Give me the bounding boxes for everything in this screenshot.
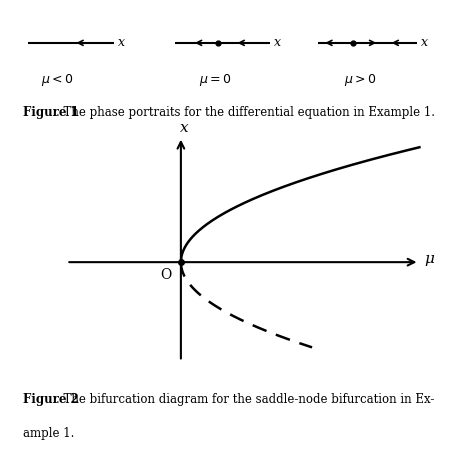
Text: . The bifurcation diagram for the saddle-node bifurcation in Ex-: . The bifurcation diagram for the saddle… [56,393,435,407]
Text: $μ = 0$: $μ = 0$ [200,72,232,88]
Text: $μ < 0$: $μ < 0$ [41,72,73,88]
Text: Figure 2: Figure 2 [23,393,79,407]
Text: x: x [421,36,428,49]
Text: x: x [118,36,125,49]
Text: Figure 1: Figure 1 [23,106,79,119]
Text: $μ > 0$: $μ > 0$ [344,72,376,88]
Text: O: O [160,268,171,282]
Text: ample 1.: ample 1. [23,427,74,440]
Text: x: x [274,36,281,49]
Text: μ: μ [424,252,434,266]
Text: . The phase portraits for the differential equation in Example 1.: . The phase portraits for the differenti… [56,106,435,119]
Text: x: x [180,121,189,135]
